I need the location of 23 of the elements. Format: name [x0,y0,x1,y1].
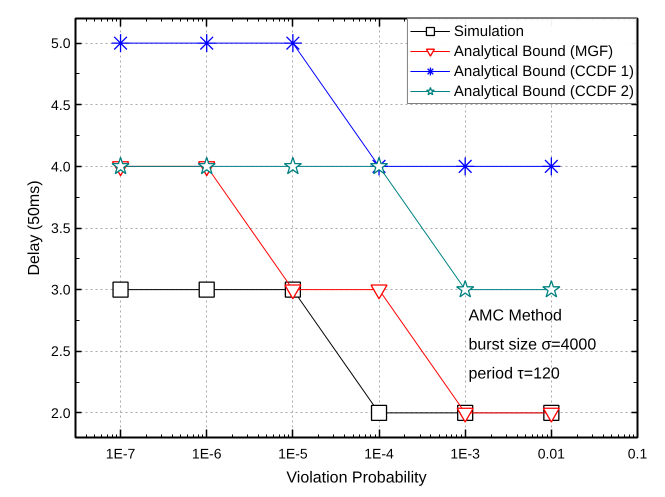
y-tick-label: 3.5 [51,220,71,236]
x-tick-label: 0.01 [538,446,566,462]
x-tick-label: 1E-5 [278,446,308,462]
y-tick-label: 5.0 [51,35,71,52]
x-tick-label: 1E-4 [364,446,394,462]
legend-label: Analytical Bound (CCDF 2) [454,82,634,100]
annotation: period τ=120 [468,366,560,382]
y-tick-label: 4.0 [51,158,71,174]
x-axis-title: Violation Probability [286,470,427,486]
y-tick-label: 2.5 [51,343,71,360]
x-tick-label: 0.1 [628,446,648,462]
y-tick-label: 3.0 [51,282,71,298]
annotation: AMC Method [468,308,562,324]
x-tick-label: 1E-7 [106,446,136,462]
legend-label: Analytical Bound (CCDF 1) [454,62,634,80]
x-tick-label: 1E-3 [450,446,480,462]
x-tick-label: 1E-6 [192,446,222,462]
legend-label: Simulation [454,22,524,40]
legend-label: Analytical Bound (MGF) [454,42,614,60]
y-tick-label: 2.0 [51,404,71,421]
annotation: burst size σ=4000 [468,336,596,354]
y-tick-label: 4.5 [51,96,71,113]
y-axis-title: Delay (50ms) [26,180,44,276]
